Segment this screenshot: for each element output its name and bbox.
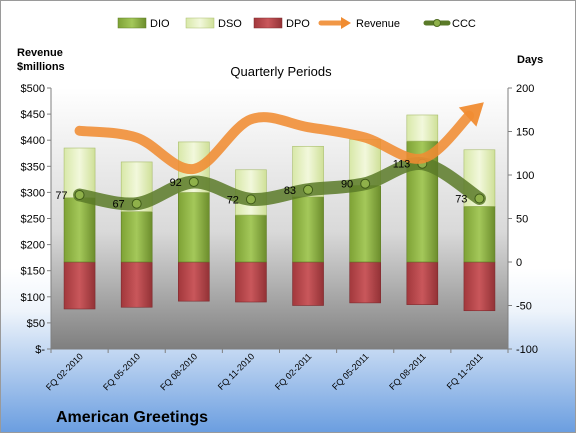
bar-dio [63, 197, 96, 263]
bar-dpo [63, 261, 96, 310]
ccc-point [188, 176, 199, 187]
legend-swatch-revenue [318, 17, 351, 29]
left-axis-title-line2: $millions [17, 61, 65, 73]
x-tick-label: FQ 08-2010 [158, 351, 199, 392]
right-tick-label: -100 [516, 344, 538, 356]
left-tick-label: $300 [21, 187, 45, 199]
plot-area [51, 88, 508, 349]
right-tick-label: 100 [516, 170, 534, 182]
left-tick-label: $50 [27, 318, 45, 330]
legend-swatch-ccc [423, 19, 451, 27]
ccc-data-label: 73 [455, 193, 467, 205]
x-tick-label: FQ 11-2010 [216, 351, 257, 392]
right-axis-title: Days [517, 54, 543, 66]
ccc-data-label: 113 [393, 159, 411, 171]
left-tick-label: $350 [21, 161, 45, 173]
bar-dio [120, 211, 153, 263]
legend-swatch-dso [185, 17, 215, 29]
right-tick-label: 0 [516, 257, 522, 269]
bar-dpo [178, 261, 210, 302]
ccc-point [74, 190, 85, 201]
bar-dio [235, 214, 267, 263]
right-tick-label: -50 [516, 301, 532, 313]
right-tick-label: 50 [516, 214, 528, 226]
bar-dio [349, 185, 381, 263]
x-tick-label: FQ 05-2011 [330, 351, 371, 392]
legend-label-dio: DIO [150, 18, 170, 30]
legend-label-ccc: CCC [452, 18, 476, 30]
bar-dpo [406, 261, 439, 305]
legend-label-revenue: Revenue [356, 18, 400, 30]
x-tick-label: FQ 05-2010 [101, 351, 142, 392]
legend-label-dso: DSO [218, 18, 242, 30]
bar-dio [292, 196, 324, 263]
company-name: American Greetings [56, 409, 208, 426]
ccc-data-label: 90 [341, 179, 353, 191]
bar-dpo [463, 261, 496, 312]
bar-dio [463, 206, 496, 263]
bar-dpo [349, 261, 381, 304]
bar-dpo [120, 261, 153, 308]
ccc-point [474, 193, 485, 204]
bar-dpo [292, 261, 324, 306]
left-tick-label: $500 [21, 83, 45, 95]
left-tick-label: $150 [21, 266, 45, 278]
left-axis-title-line1: Revenue [17, 47, 63, 59]
ccc-point [303, 184, 314, 195]
ccc-data-label: 92 [170, 177, 182, 189]
bar-dso [406, 114, 439, 142]
ccc-point [245, 194, 256, 205]
ccc-data-label: 67 [112, 199, 124, 211]
left-tick-label: $- [35, 344, 45, 356]
revenue-line [74, 110, 475, 174]
x-tick-label: FQ 08-2011 [387, 351, 428, 392]
x-tick-label: FQ 02-2010 [44, 351, 85, 392]
ccc-data-label: 83 [284, 185, 296, 197]
x-tick-label: FQ 11-2011 [445, 351, 485, 391]
bar-dio [178, 192, 210, 263]
chart-title: Quarterly Periods [230, 64, 332, 79]
bar-dpo [235, 261, 267, 303]
ccc-data-label: 72 [227, 194, 239, 206]
left-tick-label: $450 [21, 109, 45, 121]
ccc-point [131, 198, 142, 209]
left-tick-label: $250 [21, 214, 45, 226]
left-tick-label: $400 [21, 135, 45, 147]
left-tick-label: $100 [21, 292, 45, 304]
legend: DIO DSO DPO Revenue CCC [117, 17, 476, 30]
legend-swatch-dio [117, 17, 147, 29]
revenue-arrowhead [458, 102, 484, 127]
legend-label-dpo: DPO [286, 18, 310, 30]
x-tick-label: FQ 02-2011 [273, 351, 314, 392]
legend-swatch-dpo [253, 17, 283, 29]
ccc-point [360, 178, 371, 189]
right-tick-label: 150 [516, 127, 534, 139]
left-tick-label: $200 [21, 240, 45, 252]
right-tick-label: 200 [516, 83, 534, 95]
ccc-data-label: 77 [55, 190, 67, 202]
